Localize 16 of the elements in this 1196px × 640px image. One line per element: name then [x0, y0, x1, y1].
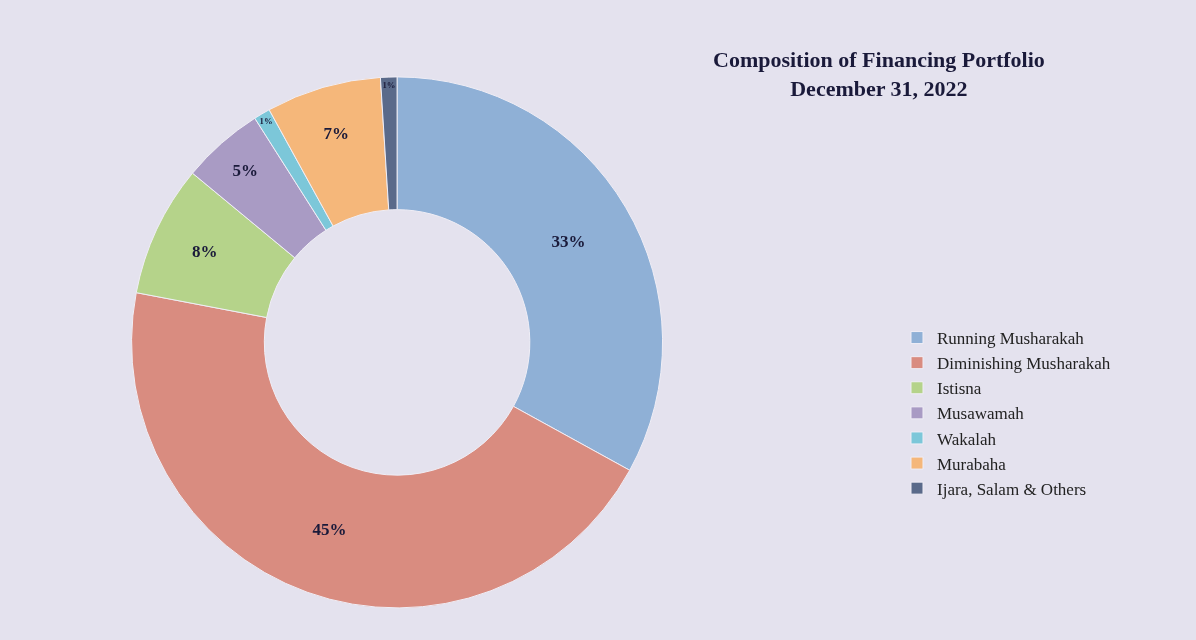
data-label: 33% — [551, 231, 586, 251]
legend-label: Running Musharakah — [937, 329, 1085, 349]
data-label: 1% — [382, 79, 396, 90]
data-label: 7% — [323, 123, 350, 143]
chart-title: Composition of Financing Portfolio — [713, 47, 1045, 72]
legend-label: Istisna — [937, 379, 982, 399]
legend-label: Murabaha — [937, 454, 1007, 474]
data-label: 8% — [191, 242, 218, 262]
legend-label: Musawamah — [937, 404, 1025, 424]
legend-label: Diminishing Musharakah — [937, 354, 1111, 374]
legend-label: Wakalah — [937, 429, 997, 449]
legend-label: Ijara, Salam & Others — [937, 479, 1087, 499]
data-label: 5% — [232, 160, 258, 180]
data-label: 45% — [312, 520, 347, 540]
data-label: 1% — [259, 115, 273, 126]
chart-subtitle: December 31, 2022 — [790, 75, 968, 101]
